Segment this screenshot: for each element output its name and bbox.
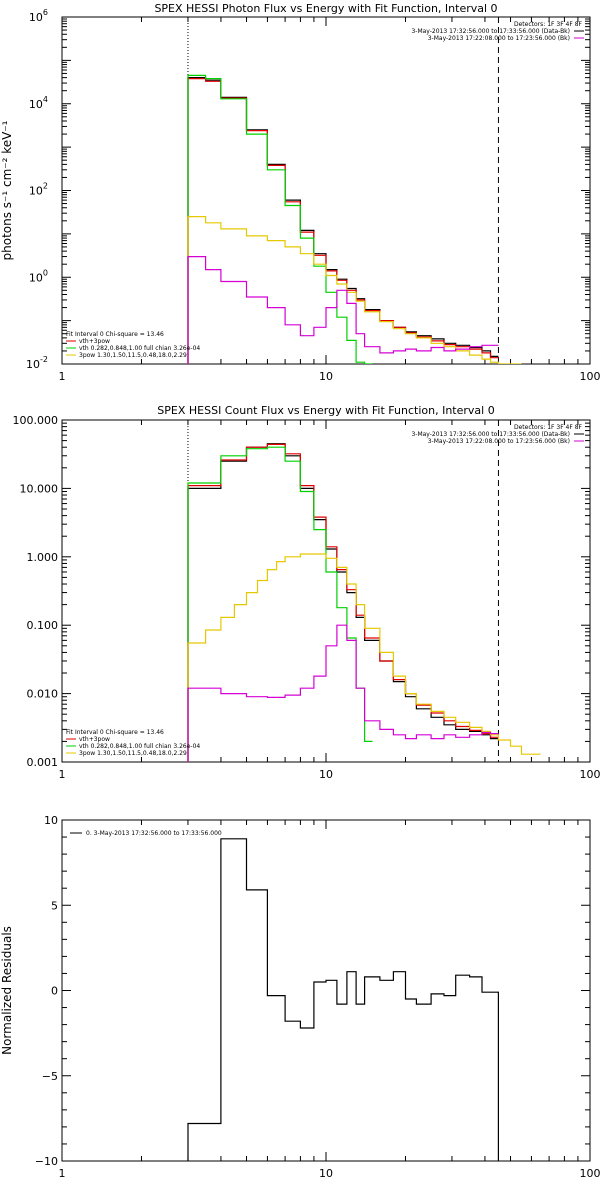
x-tick-label: 10 [319,370,333,383]
legend-entry: vth 0.282,0.848,1.00 full chian 3.26e-04 [79,345,200,352]
legend-entry: vth 0.282,0.848,1.00 full chian 3.26e-04 [79,743,200,750]
x-tick-label: 100 [580,768,600,781]
y-tick-label: 102 [29,182,48,198]
y-tick-label: 10-2 [26,355,48,371]
legend-entry: 3pow 1.30,1.50,11.5,0.48,18.0,2.29 [79,352,187,359]
series-group [187,838,499,1161]
series-line-5 [187,256,499,364]
legend-fit-header: Fit Interval 0 Chi-square = 13.46 [66,331,164,338]
y-tick-label: −10 [35,1155,58,1168]
y-tick-exponent: 2 [43,182,48,191]
y-tick-label: 100.000 [13,414,59,427]
x-tick-label: 1 [59,370,66,383]
y-tick-exponent: -2 [40,355,48,364]
y-tick-label: 10 [44,814,58,827]
series-line-4 [187,216,522,364]
legend-entry: 3-May-2013 17:22:08.000 to 17:23:56.000 … [428,35,570,42]
x-tick-label: 100 [580,1167,600,1180]
y-tick-label: 0.010 [27,688,59,701]
legend-top: Detectors: 1F 3F 4F 8F3-May-2013 17:32:5… [411,424,584,445]
y-tick-label: 106 [29,8,48,24]
series-line-1 [187,838,499,1161]
y-tick-label: 100 [29,268,48,284]
y-tick-label: 0.001 [27,756,59,769]
series-line-3 [187,446,373,762]
x-tick-label: 100 [580,370,600,383]
series-line-1 [187,77,499,364]
x-tick-label: 10 [319,1167,333,1180]
legend-fit-header: Fit Interval 0 Chi-square = 13.46 [66,729,164,736]
series-line-5 [187,624,499,762]
legend-top: Detectors: 1F 3F 4F 8F3-May-2013 17:32:5… [411,21,584,42]
legend-bottom: Fit Interval 0 Chi-square = 13.46vth+3po… [66,331,200,359]
plot-frame [61,419,591,763]
series-group [187,74,522,364]
legend-header: Detectors: 1F 3F 4F 8F [514,424,583,431]
legend-top: 0. 3-May-2013 17:32:56.000 to 17:33:56.0… [70,830,222,837]
y-tick-label: −5 [42,1070,58,1083]
y-tick-label: 1.000 [27,551,59,564]
y-tick-exponent: 4 [43,95,48,104]
chart-title: SPEX HESSI Photon Flux vs Energy with Fi… [154,2,497,15]
x-tick-label: 1 [59,1167,66,1180]
legend-entry: 3-May-2013 17:32:56.000 to 17:33:56.000 … [411,28,570,35]
y-tick-label: 104 [29,95,48,111]
legend-entry: vth+3pow [79,736,110,743]
y-tick-label: 0.100 [27,619,59,632]
legend-header: Detectors: 1F 3F 4F 8F [514,21,583,28]
series-line-1 [187,443,499,762]
legend-entry: 0. 3-May-2013 17:32:56.000 to 17:33:56.0… [86,830,222,837]
y-axis-label: photons s⁻¹ cm⁻² keV⁻¹ [0,120,14,260]
y-tick-label: 5 [51,899,58,912]
series-line-4 [187,553,541,762]
series-line-2 [187,78,499,364]
panel-1: SPEX HESSI Photon Flux vs Energy with Fi… [0,2,600,383]
y-tick-label: 10.000 [20,482,59,495]
legend-entry: 3-May-2013 17:22:08.000 to 17:23:56.000 … [428,438,570,445]
panel-2: SPEX HESSI Count Flux vs Energy with Fit… [13,404,600,781]
legend-entry: vth+3pow [79,338,110,345]
plot-frame [61,819,591,1162]
series-line-3 [187,74,373,364]
series-group [187,443,541,762]
legend-entry: 3pow 1.30,1.50,11.5,0.48,18.0,2.29 [79,750,187,757]
panel-3: Normalized Residuals 1 10 100 −10 −5 0 5 10 0. 3-… [0,814,600,1180]
y-tick-exponent: 0 [43,268,48,277]
y-tick-label: 0 [51,985,58,998]
y-axis-label: Normalized Residuals [0,926,14,1055]
legend-entry: 3-May-2013 17:32:56.000 to 17:33:56.000 … [411,431,570,438]
x-tick-label: 10 [319,768,333,781]
chart-title: SPEX HESSI Count Flux vs Energy with Fit… [157,404,494,417]
y-tick-exponent: 6 [43,8,48,17]
x-tick-label: 1 [59,768,66,781]
legend-bottom: Fit Interval 0 Chi-square = 13.46vth+3po… [66,729,200,757]
